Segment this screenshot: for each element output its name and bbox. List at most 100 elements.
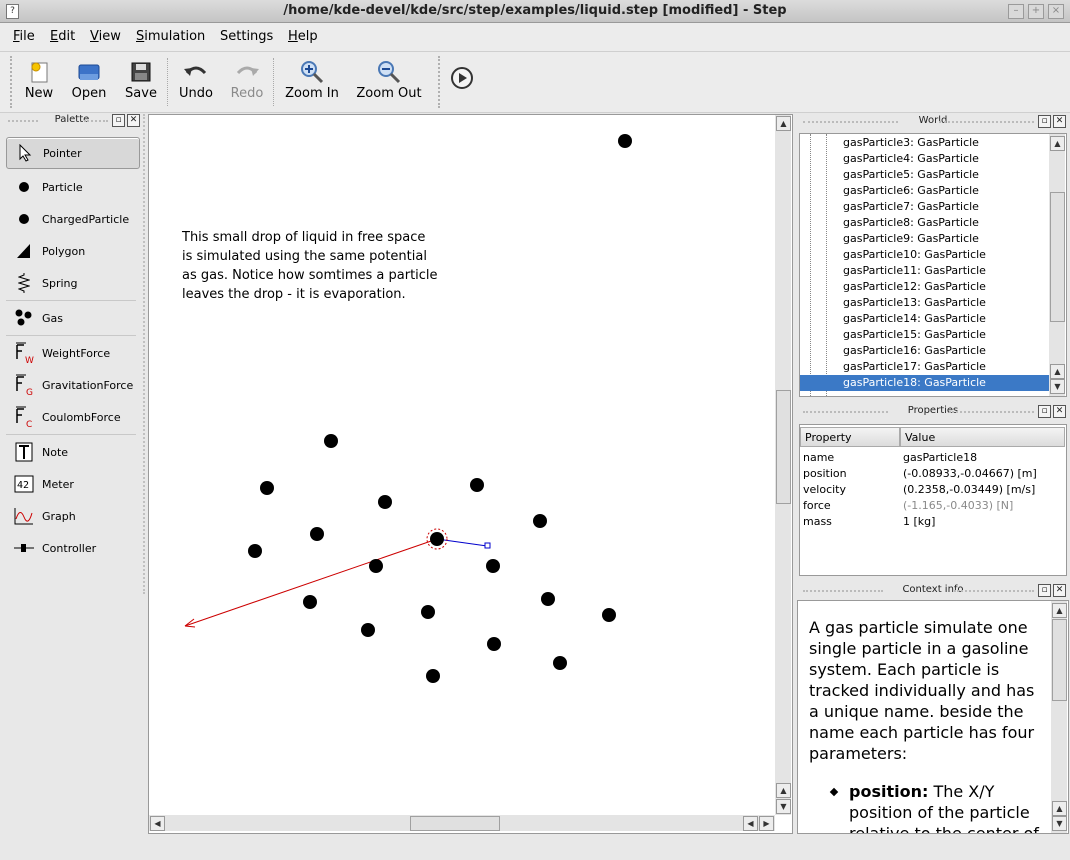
property-row[interactable]: velocity (0.2358,-0.03449) [m/s]	[803, 483, 1036, 496]
palette-item-spring[interactable]: Spring	[6, 268, 138, 298]
palette-item-particle[interactable]: Particle	[6, 172, 138, 202]
menu-view[interactable]: View	[90, 29, 121, 44]
scroll-up-icon[interactable]: ▲	[1052, 603, 1067, 618]
gas-particle[interactable]	[303, 595, 317, 609]
velocity-handle[interactable]	[484, 542, 491, 549]
property-column-header[interactable]: Property	[800, 427, 900, 447]
gas-particle[interactable]	[310, 527, 324, 541]
scroll-down-icon[interactable]: ▼	[776, 799, 791, 814]
menu-edit[interactable]: Edit	[50, 29, 76, 44]
palette-item-gas[interactable]: Gas	[6, 303, 138, 333]
palette-item-graph[interactable]: Graph	[6, 501, 138, 531]
world-scroll-thumb[interactable]	[1050, 192, 1065, 322]
force-arrow[interactable]	[184, 538, 438, 627]
world-tree-item[interactable]: gasParticle11: GasParticle	[800, 263, 1049, 279]
palette-item-note[interactable]: Note	[6, 437, 138, 467]
gas-particle[interactable]	[421, 605, 435, 619]
gas-particle[interactable]	[541, 592, 555, 606]
gas-particle[interactable]	[487, 637, 501, 651]
gas-particle[interactable]	[378, 495, 392, 509]
menu-file[interactable]: File	[13, 29, 35, 44]
scroll-left-icon[interactable]: ◀	[150, 816, 165, 831]
palette-item-coulomb-force[interactable]: C CoulombForce	[6, 402, 138, 432]
world-tree-item[interactable]: gasParticle9: GasParticle	[800, 231, 1049, 247]
close-button[interactable]: ×	[1048, 4, 1064, 19]
gas-particle[interactable]	[248, 544, 262, 558]
scroll-up-icon[interactable]: ▲	[1052, 801, 1067, 816]
world-tree-item[interactable]: gasParticle8: GasParticle	[800, 215, 1049, 231]
world-tree-item[interactable]: gasParticle15: GasParticle	[800, 327, 1049, 343]
world-tree-item[interactable]: gasParticle18: GasParticle	[800, 375, 1049, 391]
vertical-scroll-thumb[interactable]	[776, 390, 791, 504]
context-info-panel[interactable]: A gas particle simulate one single parti…	[797, 600, 1069, 834]
toolbar-grip[interactable]	[10, 56, 15, 108]
undo-button[interactable]: Undo	[176, 58, 216, 108]
scroll-up-icon[interactable]: ▲	[1050, 364, 1065, 379]
palette-item-charged-particle[interactable]: ChargedParticle	[6, 204, 138, 234]
zoom-out-button[interactable]: Zoom Out	[353, 58, 425, 108]
gas-particle[interactable]	[618, 134, 632, 148]
gas-particle[interactable]	[486, 559, 500, 573]
world-tree-item[interactable]: gasParticle14: GasParticle	[800, 311, 1049, 327]
scroll-up-icon[interactable]: ▲	[1050, 136, 1065, 151]
world-scrollbar[interactable]: ▲ ▲ ▼	[1049, 134, 1065, 396]
maximize-button[interactable]: +	[1028, 4, 1044, 19]
property-row[interactable]: name gasParticle18	[803, 451, 978, 464]
scroll-down-icon[interactable]: ▼	[1050, 379, 1065, 394]
palette-splitter[interactable]	[143, 114, 145, 594]
properties-table[interactable]: Property Value name gasParticle18 positio…	[799, 424, 1067, 576]
world-tree-item[interactable]: gasParticle16: GasParticle	[800, 343, 1049, 359]
property-row[interactable]: position (-0.08933,-0.04667) [m]	[803, 467, 1037, 480]
palette-float-button[interactable]: ▫	[112, 114, 125, 127]
canvas-vertical-scrollbar[interactable]: ▲ ▲ ▼	[775, 115, 791, 815]
world-tree-item[interactable]: gasParticle7: GasParticle	[800, 199, 1049, 215]
gas-particle[interactable]	[260, 481, 274, 495]
gas-particle[interactable]	[470, 478, 484, 492]
selected-gas-particle[interactable]	[430, 532, 444, 546]
palette-item-polygon[interactable]: Polygon	[6, 236, 138, 266]
properties-close-button[interactable]: ✕	[1053, 405, 1066, 418]
gas-particle[interactable]	[369, 559, 383, 573]
menu-help[interactable]: Help	[288, 29, 318, 44]
palette-close-button[interactable]: ✕	[127, 114, 140, 127]
world-tree-item[interactable]: gasParticle4: GasParticle	[800, 151, 1049, 167]
canvas-horizontal-scrollbar[interactable]: ◀ ◀ ▶	[149, 815, 775, 831]
gas-particle[interactable]	[553, 656, 567, 670]
context-scrollbar[interactable]: ▲ ▲ ▼	[1051, 601, 1067, 833]
palette-item-gravitation-force[interactable]: G GravitationForce	[6, 370, 138, 400]
scroll-down-icon[interactable]: ▼	[1052, 816, 1067, 831]
palette-item-pointer[interactable]: Pointer	[6, 137, 140, 169]
menu-settings[interactable]: Settings	[220, 29, 274, 44]
gas-particle[interactable]	[602, 608, 616, 622]
velocity-arrow[interactable]	[436, 538, 488, 547]
scroll-left-icon[interactable]: ◀	[743, 816, 758, 831]
palette-item-weight-force[interactable]: W WeightForce	[6, 338, 138, 368]
world-tree-item[interactable]: gasParticle3: GasParticle	[800, 135, 1049, 151]
world-tree-item[interactable]: gasParticle17: GasParticle	[800, 359, 1049, 375]
value-column-header[interactable]: Value	[900, 427, 1065, 447]
context-close-button[interactable]: ✕	[1053, 584, 1066, 597]
world-tree-item[interactable]: gasParticle13: GasParticle	[800, 295, 1049, 311]
redo-button[interactable]: Redo	[227, 58, 267, 108]
palette-item-controller[interactable]: Controller	[6, 533, 138, 563]
zoom-in-button[interactable]: Zoom In	[282, 58, 342, 108]
world-tree-item[interactable]: gasParticle10: GasParticle	[800, 247, 1049, 263]
world-close-button[interactable]: ✕	[1053, 115, 1066, 128]
minimize-button[interactable]: –	[1008, 4, 1024, 19]
gas-particle[interactable]	[533, 514, 547, 528]
property-row[interactable]: force (-1.165,-0.4033) [N]	[803, 499, 1014, 512]
gas-particle[interactable]	[324, 434, 338, 448]
scroll-up-icon[interactable]: ▲	[776, 783, 791, 798]
world-tree-item[interactable]: gasParticle5: GasParticle	[800, 167, 1049, 183]
property-row[interactable]: mass 1 [kg]	[803, 515, 936, 528]
palette-item-meter[interactable]: 42 Meter	[6, 469, 138, 499]
toolbar-grip[interactable]	[438, 56, 443, 108]
gas-particle[interactable]	[361, 623, 375, 637]
world-tree[interactable]: gasParticle3: GasParticle gasParticle4: G…	[799, 133, 1067, 397]
save-button[interactable]: Save	[120, 58, 162, 108]
world-canvas[interactable]: This small drop of liquid in free space …	[148, 114, 793, 834]
menu-simulation[interactable]: Simulation	[136, 29, 206, 44]
properties-float-button[interactable]: ▫	[1038, 405, 1051, 418]
context-float-button[interactable]: ▫	[1038, 584, 1051, 597]
canvas-note[interactable]: This small drop of liquid in free space …	[182, 228, 438, 304]
